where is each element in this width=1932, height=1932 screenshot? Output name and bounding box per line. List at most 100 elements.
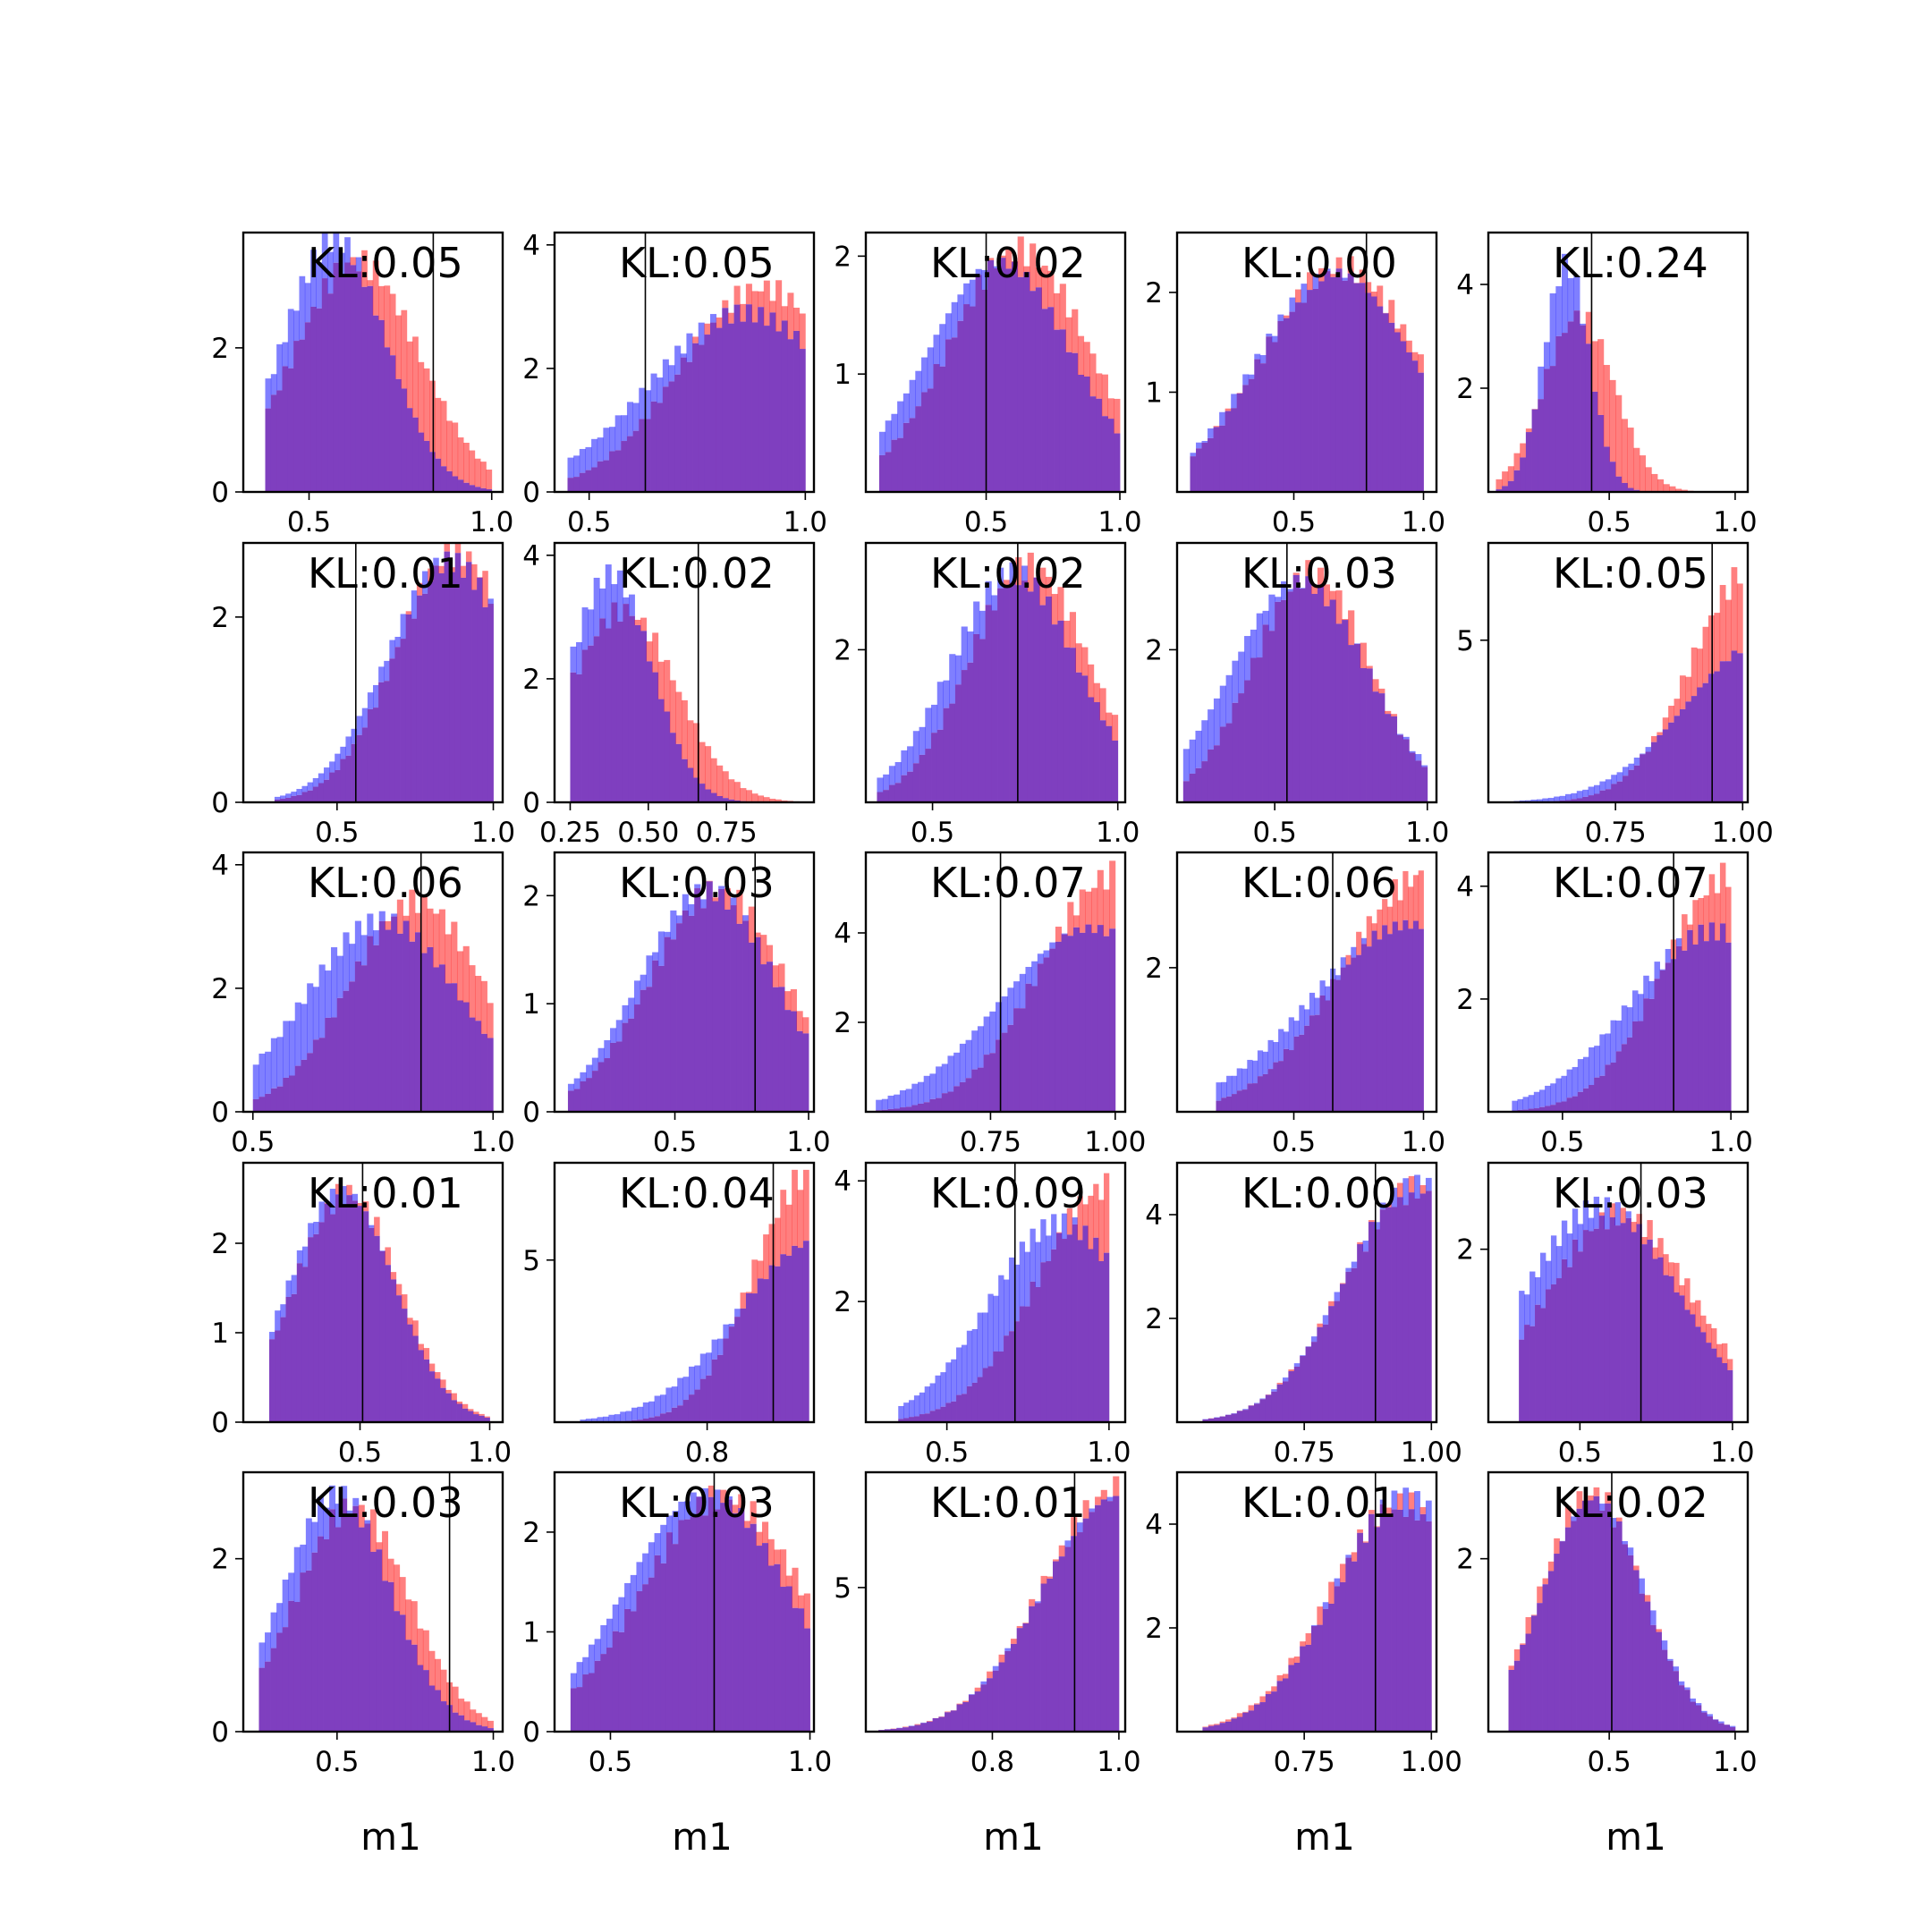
- hist-bar-overlap: [693, 777, 699, 802]
- hist-bar-excess: [580, 1419, 587, 1422]
- hist-bar-excess: [802, 1017, 809, 1034]
- x-tick-label: 0.75: [1274, 1436, 1335, 1469]
- hist-bar-excess: [1058, 1545, 1065, 1557]
- hist-bar-excess: [1351, 1261, 1358, 1268]
- hist-bar-overlap: [1208, 1725, 1215, 1732]
- hist-bar-overlap: [1652, 1258, 1658, 1422]
- x-tick-label: 0.5: [315, 817, 359, 849]
- hist-bar-overlap: [1417, 372, 1424, 492]
- hist-bar-excess: [724, 888, 731, 910]
- hist-bar-overlap: [382, 1580, 388, 1732]
- hist-bar-excess: [933, 335, 940, 365]
- hist-bar-overlap: [1524, 1325, 1530, 1422]
- hist-bar-excess: [429, 380, 436, 453]
- hist-bar-overlap: [444, 551, 451, 802]
- hist-bar-overlap: [1415, 760, 1422, 802]
- hist-bar-excess: [923, 1075, 930, 1103]
- hist-bar-overlap: [1059, 329, 1066, 492]
- hist-bar-excess: [1550, 1083, 1556, 1106]
- hist-bar-excess: [352, 1193, 358, 1201]
- hist-bar-overlap: [797, 1248, 804, 1422]
- hist-bar-excess: [980, 1681, 987, 1685]
- hist-bar-excess: [891, 413, 898, 440]
- hist-bar-excess: [718, 886, 725, 889]
- hist-bar-overlap: [1259, 1702, 1267, 1732]
- hist-bar-overlap: [902, 422, 910, 492]
- hist-bar-overlap: [570, 672, 577, 802]
- hist-bar-overlap: [1690, 696, 1698, 802]
- hist-bar-overlap: [325, 1017, 332, 1112]
- hist-bar-overlap: [288, 1600, 295, 1732]
- hist-bar-overlap: [440, 466, 447, 492]
- hist-bar-excess: [367, 913, 374, 936]
- hist-bar-excess: [343, 932, 350, 991]
- hist-bar-overlap: [1236, 1716, 1243, 1732]
- hist-bar-excess: [1419, 1506, 1427, 1514]
- hist-bar-excess: [1093, 1183, 1099, 1238]
- hist-bar-excess: [907, 746, 914, 772]
- hist-bar-overlap: [996, 1039, 1003, 1112]
- hist-bar-overlap: [445, 1393, 452, 1422]
- x-tick-label: 1.0: [1402, 506, 1445, 538]
- hist-bar-excess: [1023, 266, 1030, 272]
- hist-bar-excess: [350, 257, 357, 266]
- hist-bar-overlap: [435, 1690, 441, 1732]
- hist-bar-overlap: [1611, 784, 1617, 802]
- hist-bar-overlap: [705, 789, 712, 802]
- hist-bar-overlap: [1196, 448, 1202, 492]
- hist-bar-overlap: [1088, 697, 1095, 802]
- hist-bar-overlap: [1057, 620, 1064, 802]
- hist-bar-excess: [692, 336, 699, 343]
- hist-bar-overlap: [630, 1611, 637, 1732]
- hist-bar-overlap: [1267, 1069, 1274, 1112]
- hist-bar-overlap: [956, 1704, 963, 1732]
- hist-bar-excess: [662, 359, 669, 387]
- hist-bar-excess: [694, 1365, 701, 1390]
- hist-bar-excess: [1522, 1097, 1530, 1110]
- hist-bar-excess: [418, 1343, 424, 1351]
- hist-bar-excess: [1238, 651, 1245, 694]
- hist-bar-overlap: [422, 1670, 429, 1732]
- hist-bar-overlap: [1357, 1532, 1363, 1732]
- hist-bar-overlap: [1717, 1723, 1724, 1732]
- hist-bar-excess: [1190, 453, 1197, 457]
- hist-bar-overlap: [333, 262, 340, 492]
- hist-bar-excess: [1631, 1222, 1637, 1233]
- hist-bar-excess: [358, 1504, 365, 1528]
- hist-bar-overlap: [1722, 1362, 1728, 1422]
- hist-bar-overlap: [411, 1644, 418, 1732]
- hist-bar-excess: [474, 458, 481, 487]
- hist-bar-overlap: [1360, 944, 1368, 1112]
- hist-bar-overlap: [1238, 693, 1245, 802]
- hist-bar-overlap: [1640, 754, 1646, 802]
- x-tick-label: 0.50: [617, 817, 679, 849]
- hist-bar-overlap: [1317, 1624, 1324, 1732]
- hist-bar-excess: [1555, 286, 1563, 336]
- hist-bar-excess: [438, 909, 445, 965]
- x-tick-label: 1.0: [1402, 1126, 1445, 1158]
- hist-bar-excess: [1089, 1508, 1096, 1513]
- hist-bar-excess: [1657, 1238, 1664, 1258]
- hist-bar-overlap: [1545, 1106, 1551, 1112]
- hist-bar-overlap: [1591, 391, 1598, 492]
- hist-bar-overlap: [957, 320, 964, 492]
- hist-bar-excess: [1633, 447, 1640, 490]
- hist-bar-overlap: [384, 681, 390, 802]
- hist-bar-excess: [1609, 379, 1616, 462]
- hist-bar-overlap: [722, 308, 729, 492]
- hist-bar-excess: [1097, 869, 1104, 926]
- hist-bar-excess: [1651, 473, 1658, 492]
- hist-bar-overlap: [687, 767, 694, 802]
- hist-bar-overlap: [435, 458, 442, 492]
- hist-bar-excess: [1736, 583, 1743, 654]
- hist-bar-excess: [1040, 1219, 1046, 1263]
- hist-bar-overlap: [740, 1308, 747, 1422]
- hist-bar-overlap: [1213, 745, 1221, 802]
- hist-bar-excess: [456, 951, 464, 1001]
- hist-bar-excess: [580, 1072, 587, 1082]
- hist-bar-excess: [445, 934, 452, 984]
- y-tick-label: 0: [522, 787, 540, 819]
- hist-bar-excess: [396, 899, 403, 934]
- hist-bar-excess: [1409, 750, 1416, 753]
